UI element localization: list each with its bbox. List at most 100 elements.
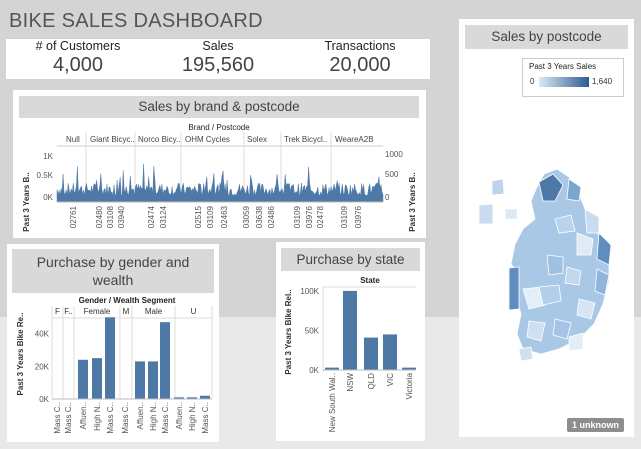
brand-label: Null [66, 135, 80, 144]
tick-label: 500 [385, 170, 399, 179]
map-legend[interactable]: Past 3 Years Sales 0 1,640 [522, 58, 624, 97]
bar[interactable] [187, 397, 197, 399]
map-regions[interactable] [478, 168, 612, 362]
tick-label: 1000 [385, 150, 403, 159]
left-axis-label: Past 3 Years B.. [22, 172, 31, 231]
brand-label: Trek Bicycl.. [284, 135, 327, 144]
x-tick-label: Mass C.. [106, 402, 115, 434]
group-label: F.. [64, 307, 72, 316]
legend-max: 1,640 [592, 77, 613, 86]
bar[interactable] [105, 317, 115, 399]
bar[interactable] [402, 367, 416, 370]
postcode-label: 03976 [354, 205, 363, 228]
right-ticks: 1000 500 0 [385, 150, 403, 202]
bar[interactable] [364, 337, 378, 370]
bar[interactable] [174, 397, 184, 399]
tick-label: 0K [309, 366, 319, 375]
postcode-label: 03109 [293, 205, 302, 228]
postcode-label: 02761 [69, 205, 78, 228]
legend-title: Past 3 Years Sales [529, 62, 597, 71]
tick-label: 0K [39, 395, 49, 404]
postcode-label: 03638 [255, 205, 264, 228]
panel-title: Sales by postcode [465, 25, 628, 49]
tick-label: 40K [35, 330, 50, 339]
bar[interactable] [160, 322, 170, 399]
tick-label: 0K [43, 193, 53, 202]
kpi-value: 20,000 [329, 54, 391, 76]
postcode-label: 03940 [117, 205, 126, 228]
bar[interactable] [92, 358, 102, 399]
postcode-label: 03109 [206, 205, 215, 228]
postcode-label: 03059 [242, 205, 251, 228]
postcode-map-panel[interactable]: Sales by postcode Past 3 Years Sales 0 1… [459, 19, 634, 437]
kpi-value: 4,000 [52, 54, 104, 76]
column-header: Gender / Wealth Segment [79, 296, 176, 305]
x-tick-label: High N.. [93, 402, 102, 431]
kpi-label: Sales [202, 39, 234, 53]
x-tick-label: Mass C.. [201, 402, 210, 434]
right-axis-label: Past 3 Years B.. [408, 172, 417, 231]
x-tick-label: New South Wal.. [328, 373, 337, 432]
brand-label: Solex [247, 135, 267, 144]
kpi-panel: # of Customers 4,000 Sales 195,560 Trans… [6, 39, 430, 79]
dashboard-title: BIKE SALES DASHBOARD [9, 10, 263, 32]
brand-label: OHM Cycles [185, 135, 230, 144]
bar[interactable] [200, 395, 210, 399]
postcode-label: 03124 [159, 205, 168, 228]
bar[interactable] [325, 367, 339, 370]
postcode-map[interactable] [459, 19, 634, 437]
x-tick-label: Victoria [405, 372, 414, 399]
kpi-sales: Sales 195,560 [143, 39, 293, 77]
tick-label: 20K [35, 362, 50, 371]
x-tick-label: Mass C.. [121, 402, 130, 434]
x-tick-label: Mass C.. [161, 402, 170, 434]
tick-label: 50K [305, 326, 320, 335]
x-tick-label: High N.. [188, 402, 197, 431]
x-tick-label: Mass C.. [64, 402, 73, 434]
brand-label: Norco Bicy.. [138, 135, 181, 144]
postcode-label: 03109 [340, 205, 349, 228]
state-chart[interactable]: State Past 3 Years Bike Rel.. 100K 50K 0K N… [276, 242, 425, 441]
left-ticks: 1K 0.5K 0K [37, 152, 54, 202]
tick-label: 1K [43, 152, 53, 161]
bar[interactable] [343, 290, 357, 370]
postcode-label: 02478 [316, 205, 325, 228]
kpi-value: 195,560 [181, 54, 255, 76]
bar[interactable] [78, 359, 88, 399]
gender-wealth-panel[interactable]: Purchase by gender and wealth Gender / W… [7, 244, 219, 442]
group-label: F [55, 307, 60, 316]
group-label: Female [84, 307, 111, 316]
panel-title-text: Purchase by gender and wealth [36, 254, 190, 288]
postcode-label: 02486 [267, 205, 276, 228]
state-panel[interactable]: Purchase by state State Past 3 Years Bik… [276, 242, 425, 441]
x-tick-label: QLD [367, 373, 376, 390]
gender-wealth-chart[interactable]: Gender / Wealth Segment Past 3 Years Bik… [7, 244, 219, 442]
x-tick-label: VIC [386, 373, 395, 387]
kpi-customers: # of Customers 4,000 [3, 39, 153, 77]
unknown-badge[interactable]: 1 unknown [567, 418, 624, 432]
brand-postcode-panel[interactable]: Sales by brand & postcode Brand / Postco… [13, 90, 426, 238]
brand-label: Giant Bicyc.. [90, 135, 135, 144]
tick-label: 100K [300, 287, 319, 296]
tick-label: 0.5K [37, 171, 54, 180]
postcode-label: 03108 [106, 205, 115, 228]
column-header: State [360, 276, 380, 285]
sales-area-series[interactable] [56, 164, 384, 203]
column-header: Brand / Postcode [188, 123, 250, 132]
bar[interactable] [383, 334, 397, 370]
bar[interactable] [148, 361, 158, 399]
kpi-label: # of Customers [35, 39, 121, 53]
brand-label: WeareA2B [335, 135, 374, 144]
bar[interactable] [135, 361, 145, 399]
postcode-label: 02463 [220, 205, 229, 228]
postcode-label: 03976 [305, 205, 314, 228]
brand-postcode-chart[interactable]: Brand / Postcode Null Giant Bicyc.. Norc… [13, 90, 426, 238]
group-label: M [123, 307, 130, 316]
y-axis-label: Past 3 Years Bike Re.. [16, 312, 25, 395]
postcode-label: 02474 [147, 205, 156, 228]
x-tick-label: Mass C.. [53, 402, 62, 434]
x-tick-label: Affuen.. [79, 402, 88, 429]
tick-label: 0 [385, 193, 390, 202]
panel-title: Sales by brand & postcode [19, 96, 419, 118]
x-tick-label: NSW [346, 373, 355, 392]
